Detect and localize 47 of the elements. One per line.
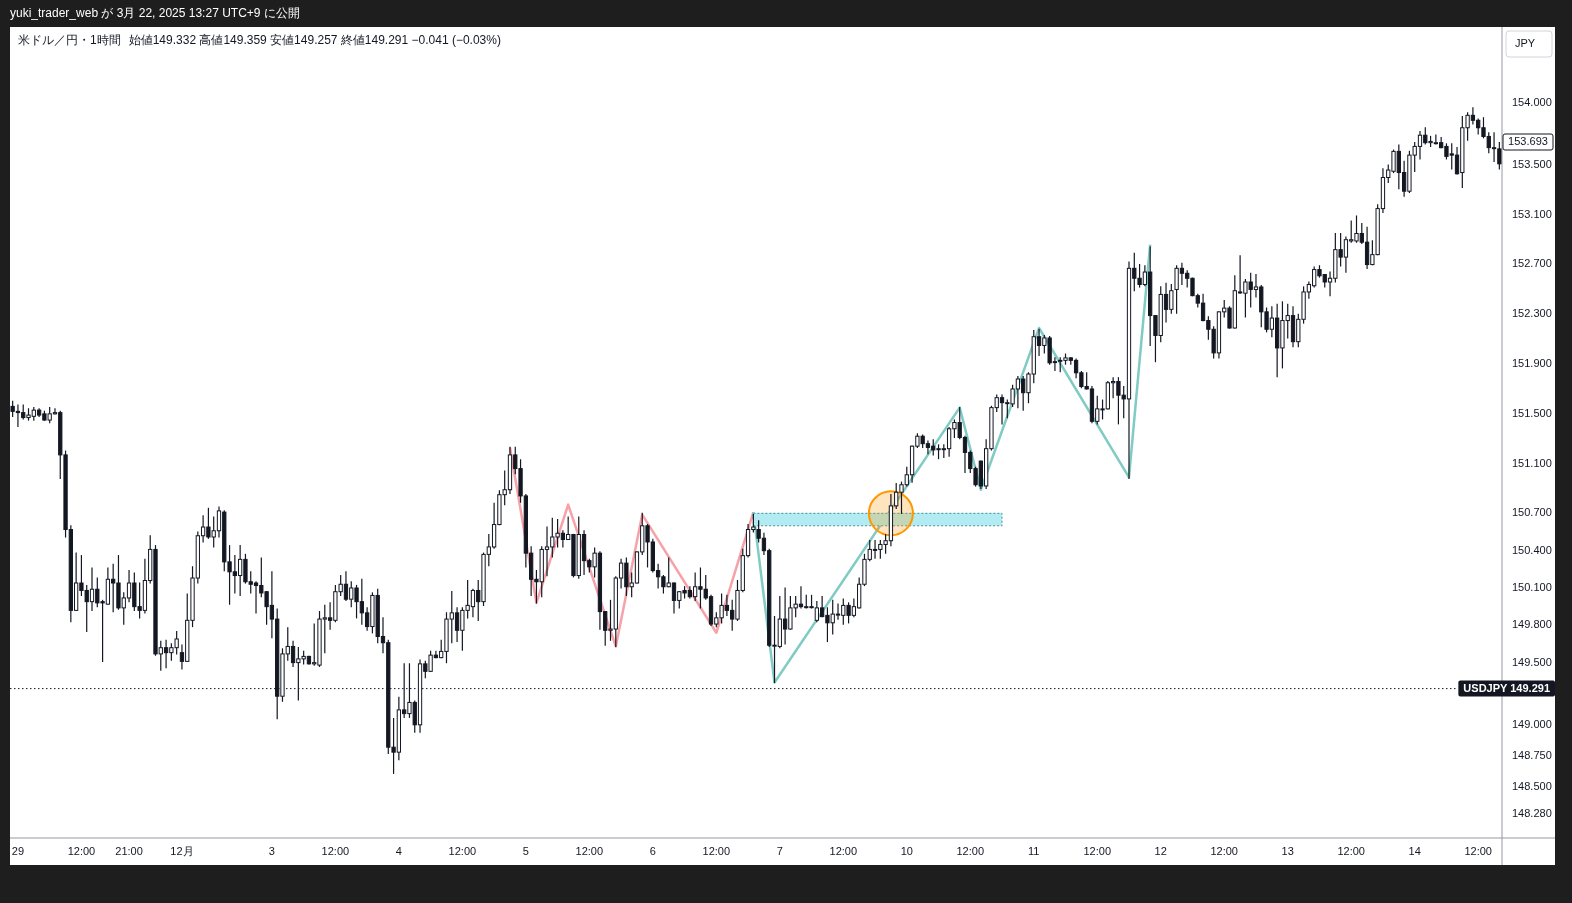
x-tick-label: 14 (1408, 844, 1421, 857)
text: 始値149.332 高値149.359 安値149.257 終値149.291 −0.041 (−0.03%) (128, 33, 501, 48)
x-tick-label: 13 (1281, 844, 1294, 857)
y-axis-title: JPY (1514, 36, 1536, 49)
x-tick-label: 3 (268, 844, 275, 857)
y-tick-label: 154.000 (1512, 95, 1552, 108)
y-tick-label: 148.500 (1512, 779, 1552, 792)
y-tick-label: 152.300 (1512, 307, 1552, 320)
y-tick-label: 151.100 (1512, 456, 1552, 469)
x-tick-label: 29 (11, 844, 25, 857)
y-tick-label: 149.000 (1512, 717, 1552, 730)
y-tick-label: 148.280 (1512, 807, 1552, 820)
x-tick-label: 12:00 (956, 844, 985, 857)
y-tick-label: 153.500 (1512, 157, 1552, 170)
x-tick-label: 10 (900, 844, 913, 857)
y-tick-label: 150.700 (1512, 506, 1552, 519)
y-tick-label: 148.750 (1512, 748, 1552, 761)
text: yuki_trader_web が 3月 22, 2025 13:27 UTC+9 に公開 (10, 6, 300, 21)
x-tick-label: 7 (776, 844, 783, 857)
x-tick-label: 12:00 (575, 844, 604, 857)
x-tick-label: 12:00 (321, 844, 350, 857)
x-tick-label: 12 (1154, 844, 1167, 857)
x-tick-label: 11 (1028, 844, 1040, 857)
y-tick-label: 153.100 (1512, 207, 1552, 220)
x-tick-label: 5 (522, 844, 529, 857)
price-box: 153.693 (1502, 133, 1554, 151)
y-tick-label: 151.900 (1512, 356, 1552, 369)
x-tick-label: 12:00 (829, 844, 858, 857)
x-tick-label: 12:00 (67, 844, 96, 857)
ref-line-label: USDJPY 149.291 (1463, 682, 1550, 695)
y-tick-label: 152.700 (1512, 257, 1552, 270)
x-tick-label: 4 (395, 844, 402, 857)
x-tick-label: 12:00 (702, 844, 731, 857)
y-tick-label: 149.500 (1512, 655, 1552, 668)
text: 米ドル／円・1時間 (18, 33, 121, 48)
x-tick-label: 12:00 (1337, 844, 1365, 857)
x-tick-label: 12:00 (1210, 844, 1238, 857)
x-tick-label: 12月 (170, 844, 194, 857)
x-tick-label: 6 (649, 844, 656, 857)
x-tick-label: 12:00 (1083, 844, 1112, 857)
x-tick-label: 21:00 (115, 844, 143, 857)
y-tick-label: 151.500 (1512, 406, 1552, 419)
y-tick-label: 149.800 (1512, 618, 1552, 631)
y-tick-label: 150.100 (1512, 580, 1552, 593)
x-tick-label: 12:00 (1464, 844, 1492, 857)
y-tick-label: 150.400 (1512, 543, 1552, 556)
x-tick-label: 12:00 (448, 844, 477, 857)
